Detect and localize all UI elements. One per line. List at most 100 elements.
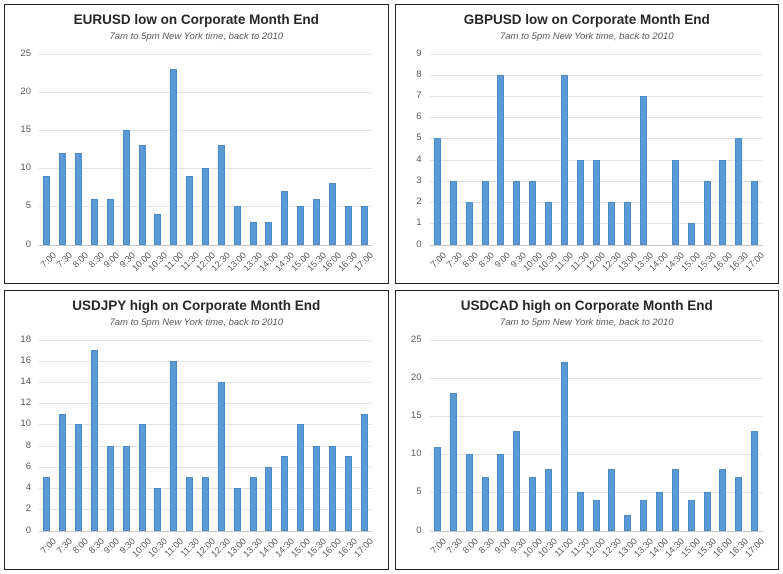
bar-10:00: [138, 145, 146, 245]
bar-15:00: [297, 424, 305, 531]
y-tick-label: 0: [416, 524, 422, 536]
bar-13:30: [640, 95, 648, 245]
y-tick-label: 4: [416, 153, 422, 165]
bar-17:00: [360, 413, 368, 531]
bar-8:30: [91, 198, 98, 245]
bar-14:30: [281, 191, 289, 245]
chart-title-eurusd: EURUSD low on Corporate Month End: [73, 12, 319, 27]
bar-11:00: [560, 74, 568, 245]
y-tick-label: 6: [25, 460, 31, 472]
y-tick-label: 0: [25, 238, 31, 250]
y-tick-label: 1: [416, 217, 422, 229]
bar-8:00: [465, 202, 473, 245]
bar-7:00: [433, 446, 441, 531]
bar-7:30: [59, 152, 67, 245]
bar-13:30: [249, 477, 257, 531]
chart-panel-eurusd-low: EURUSD low on Corporate Month End 7am to…: [4, 4, 389, 284]
x-tick-label: 7:00: [38, 535, 58, 555]
bar-14:30: [671, 469, 679, 531]
bar-11:30: [186, 175, 194, 245]
y-tick-label: 0: [25, 524, 31, 536]
chart-subtitle-gbpusd: 7am to 5pm New York time, back to 2010: [499, 30, 674, 42]
chart-plot-usdcad: 0 5 10 15 20 25 7:00 7:30 8:00 8:30 9:00 9:30 10:00 1…: [400, 332, 773, 569]
bar-16:30: [344, 206, 352, 245]
y-tick-label: 7: [416, 89, 422, 101]
bar-16:30: [735, 138, 743, 245]
bar-11:30: [576, 159, 584, 245]
x-tick-label: 8:00: [70, 535, 90, 555]
chart-panel-usdjpy-high: USDJPY high on Corporate Month End 7am t…: [4, 290, 389, 570]
bar-12:00: [202, 477, 209, 531]
y-tick-label: 10: [410, 448, 422, 460]
bar-15:00: [687, 223, 695, 245]
bar-10:30: [544, 202, 552, 245]
bar-7:30: [59, 413, 67, 531]
bar-11:30: [186, 477, 194, 531]
bar-16:30: [344, 456, 352, 531]
gridline: [429, 339, 763, 341]
bar-15:30: [703, 492, 711, 531]
bar-8:30: [481, 180, 489, 245]
y-tick-label: 10: [20, 418, 31, 430]
chart-panel-gbpusd-low: GBPUSD low on Corporate Month End 7am to…: [394, 4, 779, 284]
bar-10:00: [529, 477, 537, 531]
bar-15:00: [297, 206, 305, 245]
y-tick-label: 14: [20, 375, 31, 387]
chart-subtitle-usdjpy: 7am to 5pm New York time, back to 2010: [109, 316, 284, 328]
y-tick-label: 16: [20, 354, 31, 366]
y-tick-label: 20: [20, 85, 31, 97]
bar-11:00: [560, 362, 568, 531]
y-tick-label: 4: [25, 482, 31, 494]
y-tick-label: 9: [416, 47, 422, 59]
bar-8:30: [91, 350, 98, 531]
bar-15:30: [313, 445, 320, 531]
bar-16:00: [328, 445, 336, 531]
chart-title-gbpusd: GBPUSD low on Corporate Month End: [463, 12, 710, 27]
gridline: [39, 91, 372, 93]
x-tick-label: 7:30: [54, 249, 74, 269]
bar-15:30: [703, 180, 711, 245]
bar-10:00: [529, 180, 537, 245]
bar-10:30: [154, 213, 162, 245]
gridline: [429, 74, 763, 76]
bar-14:30: [281, 456, 289, 531]
x-tick-label: 9:00: [492, 249, 512, 269]
bar-9:30: [122, 445, 130, 531]
bar-17:00: [751, 180, 759, 245]
x-tick-label: 7:30: [54, 535, 74, 555]
bar-16:00: [719, 469, 727, 531]
y-tick-label: 25: [20, 47, 31, 59]
bar-8:00: [465, 454, 473, 531]
bar-14:00: [655, 492, 663, 531]
gridline: [429, 95, 763, 97]
bar-10:30: [544, 469, 552, 531]
bar-15:00: [687, 499, 695, 531]
gridline: [39, 53, 372, 55]
y-tick-label: 5: [416, 132, 422, 144]
y-tick-label: 8: [416, 68, 422, 80]
bar-7:30: [449, 180, 457, 245]
x-tick-label: 7:00: [428, 535, 449, 555]
bar-7:00: [433, 138, 441, 245]
bar-12:30: [217, 381, 225, 531]
x-tick-label: 8:30: [86, 535, 106, 555]
bar-8:30: [481, 477, 489, 531]
bar-9:00: [497, 454, 505, 531]
x-axis-line: [429, 244, 763, 246]
bar-12:30: [608, 202, 616, 245]
bar-12:00: [202, 168, 209, 245]
x-tick-label: 8:00: [460, 535, 481, 555]
chart-plot-gbpusd: 0 1 2 3 4 5 6 7 8 9 7:00 7:30 8:00 8:30 9:00 9:30 10:00 1…: [400, 46, 773, 283]
bar-8:00: [75, 152, 83, 245]
bar-12:00: [592, 499, 600, 531]
x-axis-line: [429, 530, 763, 532]
bar-17:00: [751, 431, 759, 531]
bar-16:00: [719, 159, 727, 245]
chart-subtitle-usdcad: 7am to 5pm New York time, back to 2010: [499, 316, 674, 328]
x-tick-label: 7:00: [428, 249, 449, 269]
gridline: [39, 339, 372, 341]
y-tick-label: 0: [416, 238, 422, 250]
y-tick-label: 6: [416, 111, 422, 123]
chart-plot-usdjpy: 0 2 4 6 8 10 12 14 16 18 7:00 7:30 8:00 8:30 9:00 9:30 1…: [9, 332, 382, 569]
bar-13:30: [249, 221, 257, 245]
